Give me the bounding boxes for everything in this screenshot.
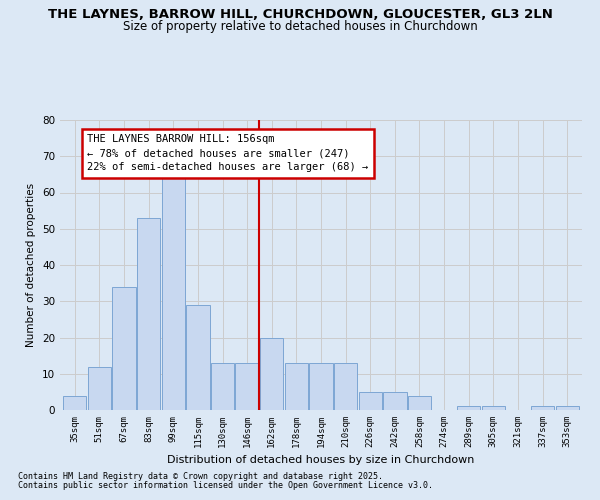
Bar	[211, 363, 234, 410]
Bar	[334, 363, 358, 410]
Text: THE LAYNES, BARROW HILL, CHURCHDOWN, GLOUCESTER, GL3 2LN: THE LAYNES, BARROW HILL, CHURCHDOWN, GLO…	[47, 8, 553, 20]
Bar	[112, 287, 136, 410]
X-axis label: Distribution of detached houses by size in Churchdown: Distribution of detached houses by size …	[167, 456, 475, 466]
Text: Contains public sector information licensed under the Open Government Licence v3: Contains public sector information licen…	[18, 481, 433, 490]
Bar	[137, 218, 160, 410]
Bar	[161, 174, 185, 410]
Text: THE LAYNES BARROW HILL: 156sqm
← 78% of detached houses are smaller (247)
22% of: THE LAYNES BARROW HILL: 156sqm ← 78% of …	[87, 134, 368, 172]
Bar	[531, 406, 554, 410]
Bar	[284, 363, 308, 410]
Y-axis label: Number of detached properties: Number of detached properties	[26, 183, 37, 347]
Bar	[235, 363, 259, 410]
Bar	[408, 396, 431, 410]
Bar	[186, 305, 209, 410]
Bar	[260, 338, 283, 410]
Text: Size of property relative to detached houses in Churchdown: Size of property relative to detached ho…	[122, 20, 478, 33]
Bar	[457, 406, 481, 410]
Bar	[88, 366, 111, 410]
Text: Contains HM Land Registry data © Crown copyright and database right 2025.: Contains HM Land Registry data © Crown c…	[18, 472, 383, 481]
Bar	[310, 363, 332, 410]
Bar	[556, 406, 579, 410]
Bar	[63, 396, 86, 410]
Bar	[482, 406, 505, 410]
Bar	[359, 392, 382, 410]
Bar	[383, 392, 407, 410]
